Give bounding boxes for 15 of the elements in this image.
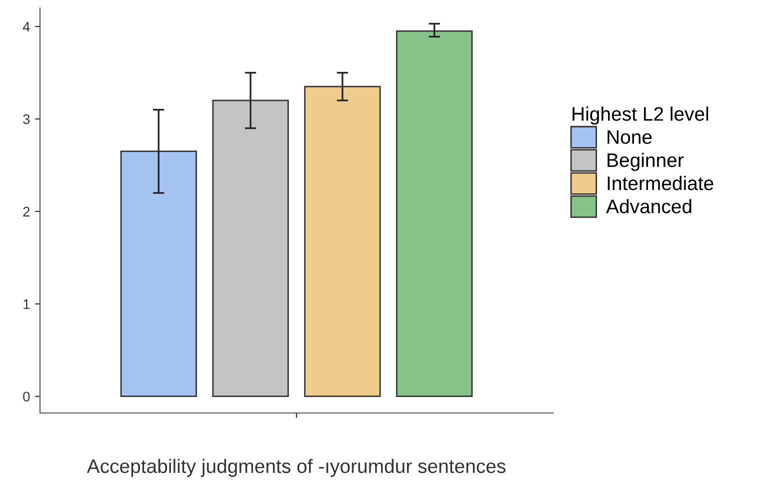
y-tick-label: 4 [22, 22, 30, 32]
legend-label: Advanced [606, 199, 692, 214]
y-tick-label: 0 [23, 392, 30, 402]
y-tick-label: 1 [24, 299, 30, 309]
legend-label: None [608, 130, 652, 144]
legend-label: Intermediate [608, 176, 714, 190]
bar [120, 150, 197, 398]
y-tick-label: 3 [23, 114, 30, 124]
y-tick-label: 2 [23, 206, 30, 216]
legend-title: Highest L2 level [572, 106, 708, 125]
bar [212, 100, 289, 398]
bar [396, 30, 473, 398]
legend-label: Beginner [608, 152, 684, 171]
x-axis-title: Acceptability judgments of -ıyorumdur sentences [86, 458, 506, 477]
bar [304, 86, 381, 398]
